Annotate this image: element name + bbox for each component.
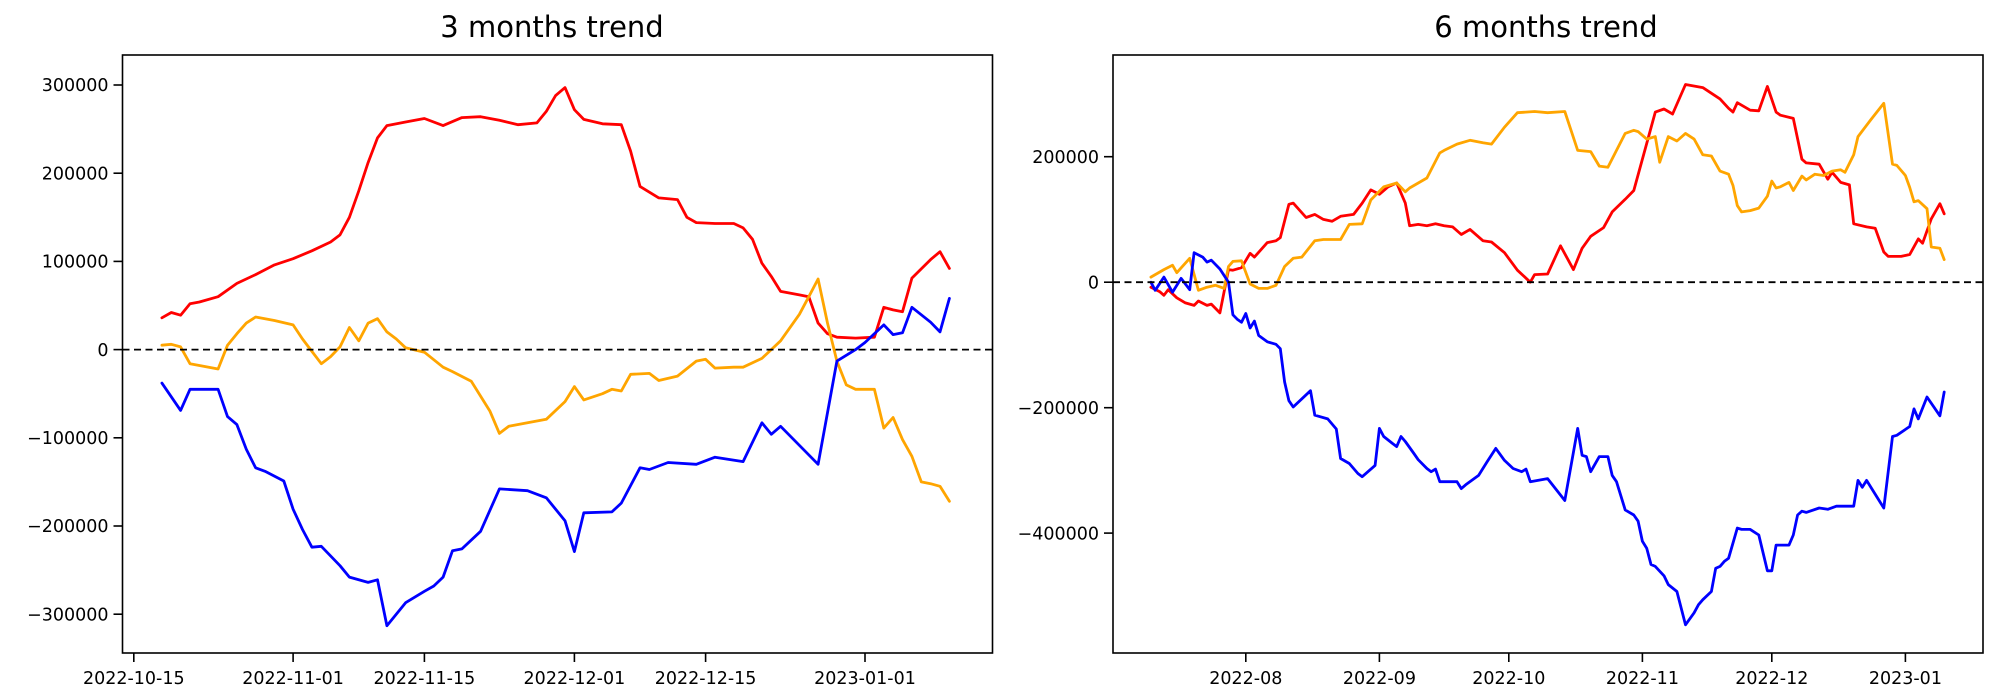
x-tick-label: 2022-08 — [1209, 669, 1282, 689]
x-tick-label: 2022-10 — [1472, 669, 1545, 689]
chart-title-6-months: 6 months trend — [1434, 10, 1658, 44]
series-line-red — [1149, 83, 1946, 315]
x-tick-label: 2022-11-01 — [242, 669, 344, 689]
y-tick-label: 0 — [97, 341, 108, 361]
y-tick-label: −200000 — [1018, 399, 1099, 419]
y-tick-label: 0 — [1088, 273, 1099, 293]
x-tick-label: 2022-12 — [1735, 669, 1808, 689]
x-tick-label: 2022-10-15 — [83, 669, 185, 689]
series-line-blue — [1149, 251, 1946, 627]
series-line-orange — [1149, 101, 1946, 292]
y-tick-label: 300000 — [42, 76, 109, 96]
y-tick-label: 200000 — [42, 164, 109, 184]
y-tick-label: 200000 — [1032, 148, 1099, 168]
plot-border — [121, 54, 994, 654]
y-tick-label: −100000 — [27, 429, 108, 449]
plot-border — [1112, 54, 1984, 654]
x-tick-label: 2023-01-01 — [814, 669, 916, 689]
x-tick-label: 2022-11 — [1606, 669, 1679, 689]
series-line-blue — [160, 296, 951, 628]
x-tick-label: 2022-11-15 — [374, 669, 476, 689]
x-tick-label: 2022-12-15 — [655, 669, 757, 689]
chart-title-3-months: 3 months trend — [440, 10, 664, 44]
y-tick-label: −300000 — [27, 605, 108, 625]
y-tick-label: −200000 — [27, 517, 108, 537]
series-line-red — [160, 86, 951, 340]
x-tick-label: 2023-01 — [1869, 669, 1942, 689]
x-tick-label: 2022-09 — [1343, 669, 1416, 689]
y-tick-label: −400000 — [1018, 524, 1099, 544]
x-tick-label: 2022-12-01 — [524, 669, 626, 689]
y-tick-label: 100000 — [42, 253, 109, 273]
